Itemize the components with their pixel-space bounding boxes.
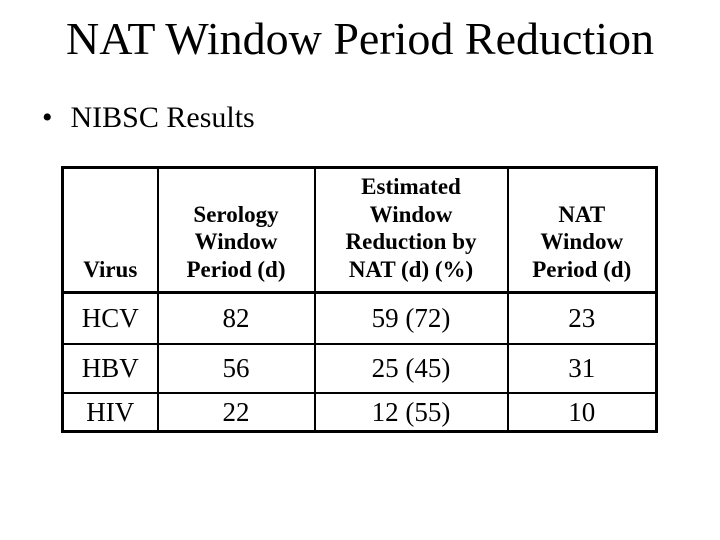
- bullet-text: NIBSC Results: [70, 101, 255, 134]
- bullet-icon: •: [42, 101, 53, 134]
- column-header-nat-window: NAT Window Period (d): [506, 166, 658, 295]
- table-cell: 10: [506, 391, 658, 433]
- table-cell: 23: [506, 291, 658, 345]
- table-row: HIV 22 12 (55) 10: [61, 391, 658, 433]
- table-cell: 12 (55): [313, 391, 509, 433]
- column-header-virus: Virus: [61, 166, 159, 295]
- column-header-serology-window: Serology Window Period (d): [156, 166, 316, 295]
- table-cell: HIV: [61, 391, 159, 433]
- table-cell: HBV: [61, 342, 159, 394]
- table-cell: HCV: [61, 291, 159, 345]
- table-cell: 22: [156, 391, 316, 433]
- header-row: Virus Serology Window Period (d) Estimat…: [61, 166, 658, 295]
- slide-title: NAT Window Period Reduction: [65, 13, 655, 64]
- table-cell: 31: [506, 342, 658, 394]
- results-table: Virus Serology Window Period (d) Estimat…: [61, 166, 658, 434]
- table-cell: 82: [156, 291, 316, 345]
- table-cell: 59 (72): [313, 291, 509, 345]
- column-header-estimated-reduction: Estimated Window Reduction by NAT (d) (%…: [313, 166, 509, 295]
- table-cell: 25 (45): [313, 342, 509, 394]
- bullet-line: • NIBSC Results: [42, 101, 255, 136]
- table-row: HCV 82 59 (72) 23: [61, 291, 658, 345]
- table-cell: 56: [156, 342, 316, 394]
- table-row: HBV 56 25 (45) 31: [61, 342, 658, 394]
